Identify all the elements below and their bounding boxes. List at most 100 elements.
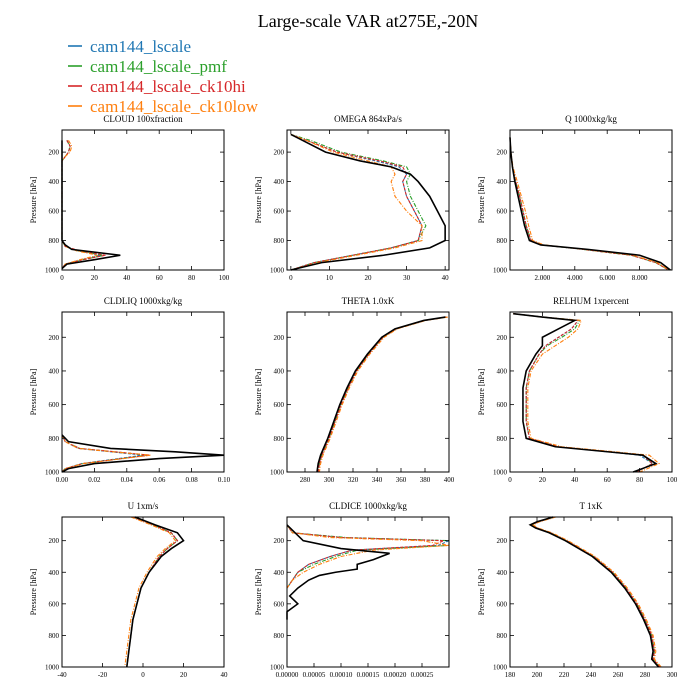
y-tick-label: 600 xyxy=(49,208,60,216)
legend-entry: cam144_lscale xyxy=(68,37,191,56)
x-tick-label: 40 xyxy=(123,274,131,282)
x-tick-label: 0.06 xyxy=(153,476,166,484)
y-tick-label: 200 xyxy=(497,334,508,342)
plot-frame xyxy=(286,311,450,473)
x-tick-label: 400 xyxy=(444,476,455,484)
series-line-reference xyxy=(286,524,390,620)
y-tick-label: 400 xyxy=(49,178,60,186)
plot-frame xyxy=(61,129,225,271)
x-tick-label: 360 xyxy=(396,476,407,484)
y-tick-label: 200 xyxy=(274,149,285,157)
series-line-cam144_lscale_ck10low xyxy=(318,316,448,473)
x-tick-label: 220 xyxy=(559,671,570,679)
panel-title: THETA 1.0xK xyxy=(342,296,395,306)
x-tick-label: 0 xyxy=(60,274,64,282)
y-axis-label: Pressure [hPa] xyxy=(477,568,486,615)
series-line-cam144_lscale xyxy=(530,516,661,668)
x-tick-label: 0.00025 xyxy=(411,671,434,679)
x-tick-label: 40 xyxy=(221,671,229,679)
panel-title: CLOUD 100xfraction xyxy=(103,114,183,124)
plot-frame xyxy=(61,311,225,473)
legend-entry: cam144_lscale_ck10hi xyxy=(68,77,246,96)
panel-title: U 1xm/s xyxy=(128,501,159,511)
y-axis-label: Pressure [hPa] xyxy=(254,568,263,615)
plot-frame xyxy=(61,516,225,668)
y-tick-label: 800 xyxy=(497,237,508,245)
y-axis-label: Pressure [hPa] xyxy=(477,368,486,415)
y-axis-label: Pressure [hPa] xyxy=(477,176,486,223)
legend: cam144_lscalecam144_lscale_pmfcam144_lsc… xyxy=(68,37,259,116)
y-tick-label: 600 xyxy=(274,208,285,216)
y-tick-label: 600 xyxy=(497,600,508,608)
series-line-cam144_lscale_pmf xyxy=(317,316,447,473)
series-line-reference xyxy=(316,316,446,473)
x-tick-label: 60 xyxy=(604,476,612,484)
series-line-reference xyxy=(61,140,121,270)
y-tick-label: 200 xyxy=(274,537,285,545)
x-tick-label: 20 xyxy=(180,671,188,679)
y-tick-label: 600 xyxy=(274,600,285,608)
y-tick-label: 600 xyxy=(274,401,285,409)
series-line-cam144_lscale_ck10low xyxy=(286,524,450,589)
legend-label: cam144_lscale_ck10low xyxy=(90,97,259,116)
y-tick-label: 1000 xyxy=(493,267,508,275)
y-tick-label: 1000 xyxy=(45,469,60,477)
series-line-reference xyxy=(61,434,225,473)
y-tick-label: 400 xyxy=(497,367,508,375)
series-line-cam144_lscale_ck10low xyxy=(61,434,152,473)
series-line-cam144_lscale_ck10hi xyxy=(126,516,179,668)
y-axis-label: Pressure [hPa] xyxy=(29,368,38,415)
series-line-cam144_lscale_ck10low xyxy=(61,140,98,269)
series-line-cam144_lscale_ck10hi xyxy=(530,516,661,668)
x-tick-label: 0.02 xyxy=(88,476,101,484)
y-tick-label: 1000 xyxy=(270,664,285,672)
y-tick-label: 1000 xyxy=(493,469,508,477)
y-tick-label: 1000 xyxy=(45,664,60,672)
y-tick-label: 800 xyxy=(49,237,60,245)
y-tick-label: 400 xyxy=(49,367,60,375)
y-axis-label: Pressure [hPa] xyxy=(29,568,38,615)
x-tick-label: 0.10 xyxy=(218,476,231,484)
panel-title: CLDLIQ 1000xkg/kg xyxy=(104,296,183,306)
x-tick-label: 240 xyxy=(586,671,597,679)
x-tick-label: 20 xyxy=(91,274,99,282)
panel-title: Q 1000xkg/kg xyxy=(565,114,617,124)
series-line-reference xyxy=(528,516,660,668)
y-tick-label: 800 xyxy=(274,632,285,640)
x-tick-label: 260 xyxy=(613,671,624,679)
y-tick-label: 600 xyxy=(497,208,508,216)
series-line-cam144_lscale_ck10hi xyxy=(290,133,423,271)
series-line-cam144_lscale_ck10low xyxy=(290,133,423,271)
x-tick-label: 60 xyxy=(156,274,164,282)
y-tick-label: 400 xyxy=(49,569,60,577)
figure-title: Large-scale VAR at275E,-20N xyxy=(258,11,478,31)
x-tick-label: 0.00010 xyxy=(330,671,353,679)
y-tick-label: 1000 xyxy=(45,267,60,275)
y-tick-label: 800 xyxy=(274,237,285,245)
x-tick-label: 20 xyxy=(365,274,373,282)
x-tick-label: 20 xyxy=(539,476,547,484)
y-tick-label: 600 xyxy=(49,600,60,608)
x-tick-label: 300 xyxy=(667,671,678,679)
y-tick-label: 1000 xyxy=(493,664,508,672)
y-tick-label: 800 xyxy=(49,435,60,443)
y-tick-label: 1000 xyxy=(270,267,285,275)
series-line-cam144_lscale_pmf xyxy=(126,516,179,668)
y-tick-label: 800 xyxy=(274,435,285,443)
panel-title: RELHUM 1xpercent xyxy=(553,296,629,306)
x-tick-label: 0 xyxy=(141,671,145,679)
y-tick-label: 600 xyxy=(49,401,60,409)
x-tick-label: 30 xyxy=(403,274,411,282)
y-tick-label: 400 xyxy=(274,569,285,577)
x-tick-label: 80 xyxy=(636,476,644,484)
series-line-reference xyxy=(290,133,446,271)
legend-label: cam144_lscale_ck10hi xyxy=(90,77,246,96)
series-line-cam144_lscale xyxy=(290,133,423,271)
panel-5: THETA 1.0xK 200 400 600 800 1000 280 300 320 340 3… xyxy=(254,296,455,484)
series-line-cam144_lscale_pmf xyxy=(530,516,661,668)
legend-entry: cam144_lscale_ck10low xyxy=(68,97,259,116)
legend-label: cam144_lscale_pmf xyxy=(90,57,227,76)
